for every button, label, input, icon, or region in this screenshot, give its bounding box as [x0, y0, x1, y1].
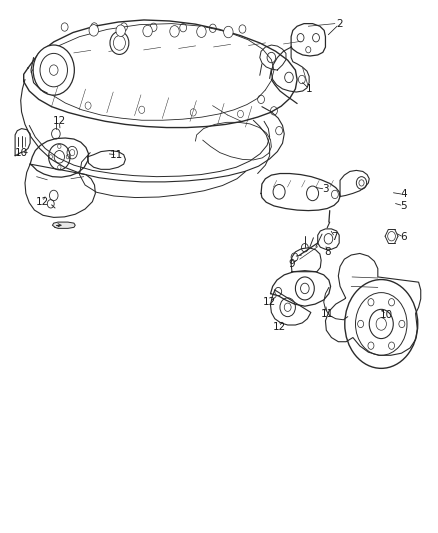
Text: 4: 4 [400, 189, 407, 199]
Text: 3: 3 [322, 184, 329, 194]
Text: 12: 12 [53, 116, 66, 126]
Polygon shape [15, 128, 30, 156]
Text: 6: 6 [400, 232, 407, 243]
Circle shape [143, 25, 152, 37]
Text: 12: 12 [272, 322, 286, 332]
Polygon shape [21, 79, 284, 182]
Polygon shape [340, 171, 369, 197]
Text: 2: 2 [336, 19, 343, 29]
Polygon shape [271, 290, 311, 325]
Text: 10: 10 [15, 148, 28, 158]
Text: 10: 10 [380, 310, 393, 320]
Polygon shape [271, 271, 331, 306]
Text: 11: 11 [110, 150, 124, 160]
Polygon shape [195, 123, 272, 160]
Circle shape [197, 26, 206, 37]
Polygon shape [25, 164, 95, 217]
Polygon shape [291, 248, 321, 272]
Circle shape [110, 31, 129, 54]
Polygon shape [318, 229, 339, 249]
Polygon shape [88, 150, 125, 169]
Polygon shape [272, 47, 309, 92]
Polygon shape [53, 222, 75, 228]
Polygon shape [291, 23, 325, 56]
Text: 11: 11 [321, 309, 334, 319]
Polygon shape [260, 45, 286, 70]
Text: 12: 12 [263, 297, 276, 307]
Polygon shape [261, 174, 340, 211]
Text: 7: 7 [332, 232, 338, 243]
Text: 1: 1 [306, 84, 312, 94]
Polygon shape [30, 138, 88, 177]
Text: 5: 5 [400, 201, 407, 211]
Text: 12: 12 [35, 197, 49, 207]
Circle shape [345, 279, 418, 368]
Text: 8: 8 [324, 247, 331, 257]
Circle shape [89, 25, 99, 36]
Text: 9: 9 [289, 259, 295, 269]
Circle shape [33, 45, 74, 95]
Circle shape [170, 26, 179, 37]
Polygon shape [24, 20, 297, 127]
Polygon shape [325, 254, 421, 356]
Circle shape [116, 25, 125, 36]
Circle shape [224, 26, 233, 38]
